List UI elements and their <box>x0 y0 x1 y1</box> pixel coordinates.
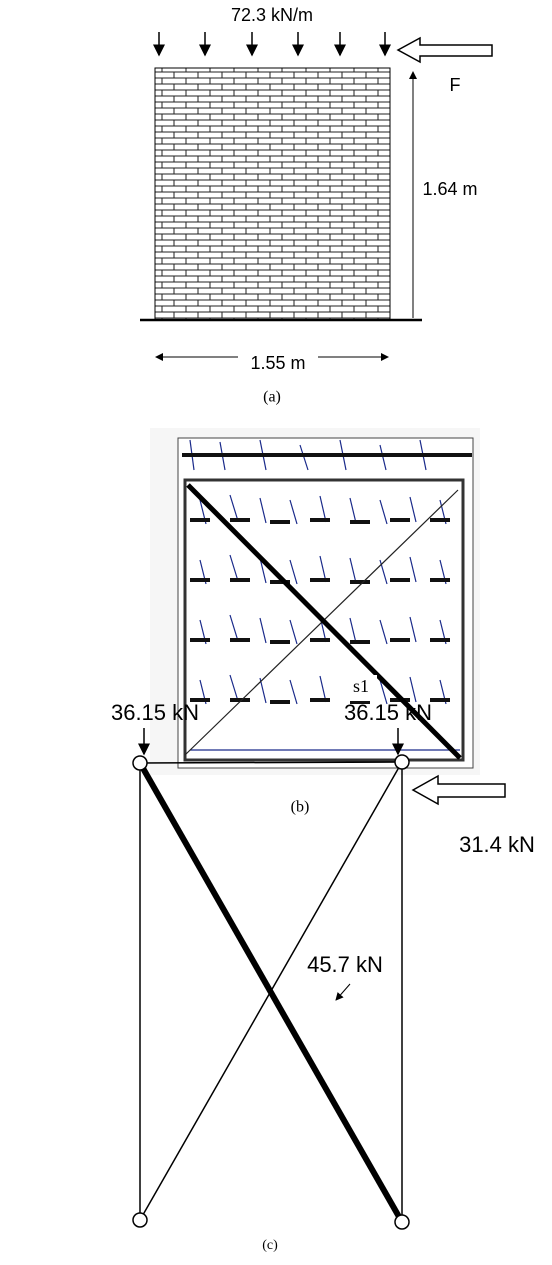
fe-frame <box>177 437 474 769</box>
panel-c: 36.15 kN 36.15 kN 31.4 kN 45.7 kN (c) <box>111 700 535 1253</box>
caption-b: (b) <box>291 799 310 816</box>
panel-a: 72.3 kN/m F 1.64 m 1.55 m (a) <box>140 5 493 406</box>
load-label: 72.3 kN/m <box>231 5 313 25</box>
diagonal-strut <box>186 483 462 760</box>
compression-marks <box>182 453 472 704</box>
fe-mesh <box>183 478 465 762</box>
strut-force-label: 45.7 kN <box>307 952 383 977</box>
load-arrows <box>153 32 391 57</box>
left-load-label: 36.15 kN <box>111 700 199 725</box>
panel-b: s1 (b) <box>150 428 480 816</box>
caption-c: (c) <box>262 1238 278 1253</box>
horizontal-load-arrow <box>411 774 506 806</box>
masonry-wall <box>154 67 391 321</box>
caption-a: (a) <box>263 389 281 406</box>
truss-strut <box>137 761 405 1224</box>
truss-nodes <box>132 754 410 1230</box>
horizontal-load-label: 31.4 kN <box>459 832 535 857</box>
force-label: F <box>450 75 461 95</box>
crack-pattern <box>189 439 460 751</box>
strut-force-pointer <box>335 983 351 1001</box>
strut-label: s1 <box>353 676 369 696</box>
force-arrow <box>396 36 493 64</box>
strut-label-bg <box>345 675 377 701</box>
width-label: 1.55 m <box>250 353 305 373</box>
right-load-label: 36.15 kN <box>344 700 432 725</box>
height-label: 1.64 m <box>422 179 477 199</box>
